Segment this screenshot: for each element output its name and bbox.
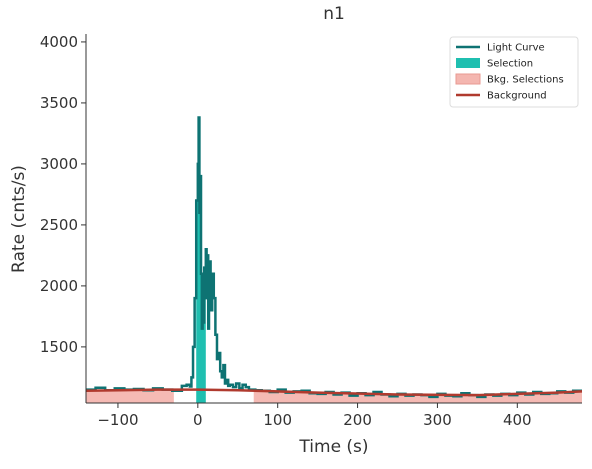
plot-area: [85, 116, 583, 403]
chart-title: n1: [323, 4, 345, 24]
y-tick-label: 4000: [40, 33, 78, 51]
legend-label: Selection: [487, 59, 533, 70]
y-tick-label: 1500: [40, 338, 78, 356]
legend-swatch: [456, 58, 480, 68]
legend: Light Curve Selection Bkg. Selections Backg…: [449, 36, 579, 108]
y-tick-label: 2000: [40, 277, 78, 295]
y-axis-label: Rate (cnts/s): [9, 165, 29, 273]
x-axis-label: Time (s): [298, 437, 368, 457]
bkg-selection: [86, 389, 174, 403]
legend-label: Bkg. Selections: [487, 75, 564, 86]
legend-label: Light Curve: [487, 43, 545, 54]
y-tick-label: 2500: [40, 216, 78, 234]
y-tick-label: 3000: [40, 155, 78, 173]
background-line: [85, 388, 583, 397]
selection: [196, 117, 206, 403]
x-tick-label: 200: [343, 411, 372, 429]
x-tick-label: −100: [97, 411, 138, 429]
legend-label: Background: [487, 91, 547, 102]
x-tick-label: 400: [503, 411, 532, 429]
x-tick-label: 300: [423, 411, 452, 429]
x-tick-label: 100: [263, 411, 292, 429]
legend-swatch: [455, 73, 481, 85]
y-tick-label: 3500: [40, 94, 78, 112]
x-tick-label: 0: [193, 411, 203, 429]
legend-frame: [449, 36, 579, 108]
light-curve: [86, 116, 582, 399]
